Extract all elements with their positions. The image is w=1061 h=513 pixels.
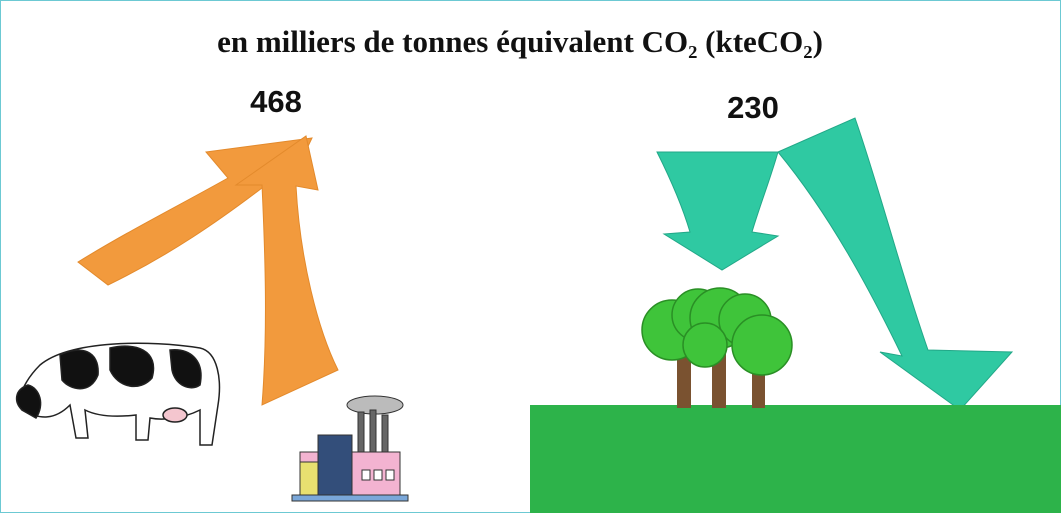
- emission-arrows: [77, 135, 339, 406]
- trees: [641, 287, 793, 408]
- emissions-value: 468: [250, 84, 302, 119]
- arrow-up: [234, 135, 339, 406]
- arrow-ground: [777, 117, 1014, 411]
- title: en milliers de tonnes équivalent CO₂ (kt…: [217, 24, 823, 59]
- arrow-trees: [656, 151, 780, 271]
- ground: [530, 405, 1061, 513]
- cow: [15, 342, 221, 446]
- absorption-arrows: [656, 117, 1014, 411]
- absorption-value: 230: [727, 90, 779, 125]
- factory: [291, 395, 409, 502]
